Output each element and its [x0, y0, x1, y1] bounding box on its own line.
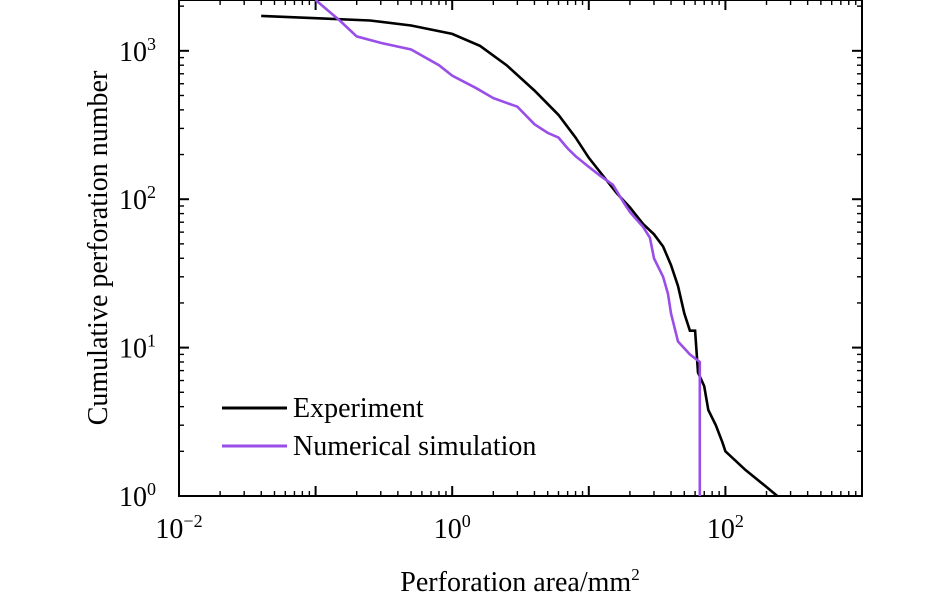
x-tick-label: 100 — [434, 511, 471, 545]
series-line-numerical-simulation — [314, 0, 702, 496]
y-tick-label: 103 — [119, 34, 156, 68]
legend: Experiment Numerical simulation — [222, 393, 536, 462]
y-axis-label: Cumulative perforation number — [83, 70, 114, 425]
y-tick-label: 102 — [119, 182, 156, 216]
series-line-experiment — [261, 14, 779, 496]
series-layer — [261, 0, 779, 496]
x-tick-label: 102 — [707, 511, 744, 545]
plot-frame — [178, 0, 863, 497]
legend-label-numerical-simulation: Numerical simulation — [293, 431, 536, 462]
y-tick-label: 100 — [119, 479, 156, 513]
axis-ticks — [178, 0, 862, 497]
x-tick-label: 10−2 — [155, 511, 202, 545]
y-tick-label: 101 — [119, 331, 156, 365]
legend-label-experiment: Experiment — [293, 393, 424, 424]
x-axis-label: Perforation area/mm2 — [400, 565, 639, 598]
